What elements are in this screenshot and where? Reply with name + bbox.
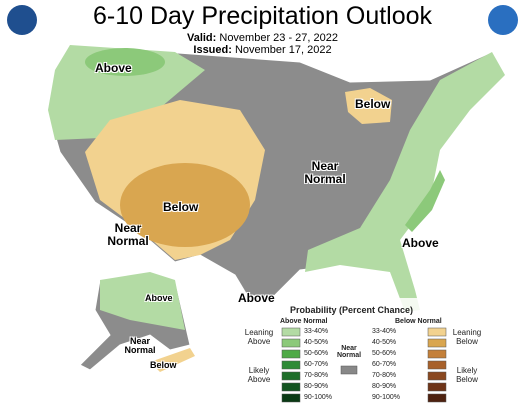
valid-line: Valid: November 23 - 27, 2022 <box>0 32 525 44</box>
legend-leaning-above: Leaning Above <box>244 328 274 346</box>
nw-above <box>48 45 205 140</box>
legend-swatch-above <box>281 327 301 337</box>
legend-range-below: 80-90% <box>372 383 397 390</box>
legend-swatch-above <box>281 393 301 403</box>
legend-range-below: 33-40% <box>372 328 397 335</box>
legend-range-below: 60-70% <box>372 361 397 368</box>
map-label: Below <box>355 97 391 111</box>
legend-near-label: Near Normal <box>336 345 362 359</box>
alaska-above <box>100 272 185 330</box>
valid-label: Valid: <box>186 32 217 44</box>
legend-swatch-below <box>427 371 447 381</box>
map-label: Below <box>163 200 199 214</box>
issued-line: Issued: November 17, 2022 <box>0 44 525 56</box>
map-label: Near Normal <box>107 221 149 248</box>
map-label: Above <box>238 291 275 305</box>
legend-range-below: 50-60% <box>372 350 397 357</box>
legend-swatch-below <box>427 360 447 370</box>
legend-range-below: 70-80% <box>372 372 397 379</box>
east-above <box>305 52 505 312</box>
issued-date: November 17, 2022 <box>234 44 332 56</box>
legend-below-heading: Below Normal <box>395 318 442 325</box>
valid-date: November 23 - 27, 2022 <box>219 32 339 44</box>
legend-likely-above: Likely Above <box>247 366 271 384</box>
legend-range-below: 40-50% <box>372 339 397 346</box>
map-label: Near Normal <box>124 336 156 356</box>
map-label: Above <box>95 61 132 75</box>
legend-swatch-below <box>427 327 447 337</box>
map-label: Below <box>150 360 177 370</box>
legend-range-above: 90-100% <box>304 394 333 401</box>
legend-range-above: 33-40% <box>304 328 329 335</box>
map-label: Above <box>402 236 439 250</box>
legend-range-above: 50-60% <box>304 350 329 357</box>
mi-below <box>345 88 392 124</box>
title: 6-10 Day Precipitation Outlook <box>92 2 433 30</box>
nw-above-dark <box>85 48 165 76</box>
map-label: Above <box>145 293 173 303</box>
legend-swatch-above <box>281 371 301 381</box>
legend-swatch-above <box>281 349 301 359</box>
se-above-dark <box>405 170 445 232</box>
legend-title: Probability (Percent Chance) <box>290 305 414 315</box>
legend-swatch-above <box>281 360 301 370</box>
legend-range-above: 80-90% <box>304 383 329 390</box>
doc-logo <box>7 5 37 35</box>
legend-above-heading: Above Normal <box>280 318 328 325</box>
legend-leaning-below: Leaning Below <box>452 328 482 346</box>
legend-likely-below: Likely Below <box>456 366 478 384</box>
alaska-below <box>150 348 195 372</box>
legend-range-below: 90-100% <box>372 394 401 401</box>
legend-swatches <box>281 327 447 403</box>
map-label: Near Normal <box>304 159 346 186</box>
legend-swatch-near <box>340 365 358 375</box>
noaa-logo <box>488 5 518 35</box>
legend-swatch-above <box>281 338 301 348</box>
legend-swatch-below <box>427 382 447 392</box>
legend-range-above: 40-50% <box>304 339 329 346</box>
legend-swatch-above <box>281 382 301 392</box>
legend-range-above: 70-80% <box>304 372 329 379</box>
legend-swatch-below <box>427 338 447 348</box>
legend-swatch-below <box>427 393 447 403</box>
sw-below-dark <box>120 163 250 247</box>
legend-swatch-below <box>427 349 447 359</box>
issued-label: Issued: <box>193 44 232 56</box>
legend-range-above: 60-70% <box>304 361 329 368</box>
